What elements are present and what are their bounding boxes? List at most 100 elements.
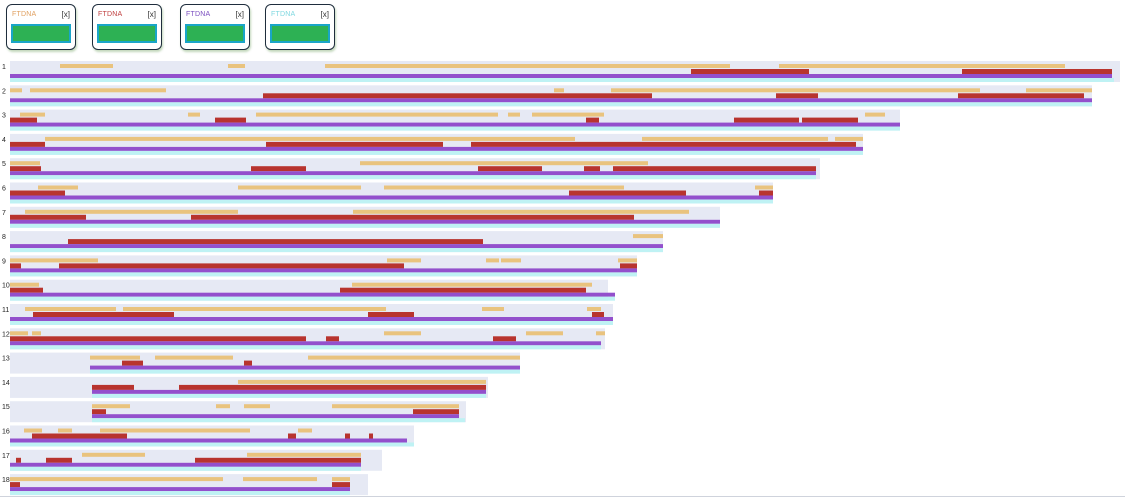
match-segment-a	[92, 404, 130, 409]
match-segment-a	[532, 112, 604, 117]
match-segment-a	[308, 355, 520, 360]
match-segment-a	[526, 331, 563, 336]
match-segment-b	[179, 384, 486, 390]
chromosome-label: 7	[2, 210, 6, 217]
kit-card-1[interactable]: FTDNA [x]	[6, 4, 76, 50]
match-segment-b	[584, 166, 600, 172]
match-segment-b	[92, 409, 106, 415]
match-segment-a	[360, 161, 648, 166]
match-segment-d	[10, 272, 637, 277]
match-segment-a	[25, 307, 116, 311]
match-segment-c	[10, 219, 720, 224]
match-segment-b	[10, 336, 306, 342]
match-segment-a	[10, 161, 40, 166]
match-segment-b	[368, 312, 414, 317]
match-segment-b	[46, 457, 72, 463]
match-segment-a	[384, 331, 421, 336]
chromosome-label: 8	[2, 234, 6, 241]
match-segment-d	[10, 491, 350, 496]
match-segment-c	[10, 146, 863, 151]
kit-card-label: FTDNA	[186, 11, 211, 18]
chromosome-label: 2	[2, 88, 6, 95]
match-segment-a	[60, 64, 113, 68]
match-segment-d	[10, 223, 720, 228]
match-segment-d	[10, 102, 1092, 107]
match-segment-b	[613, 166, 816, 172]
match-segment-b	[413, 409, 459, 415]
match-segment-b	[10, 166, 41, 172]
match-segment-c	[10, 438, 407, 443]
match-segment-a	[554, 88, 564, 93]
match-segment-b	[263, 93, 652, 99]
match-segment-b	[10, 287, 43, 293]
match-segment-a	[10, 331, 28, 336]
match-segment-d	[10, 150, 863, 155]
match-segment-a	[387, 258, 421, 263]
match-segment-a	[298, 428, 312, 433]
match-segment-b	[586, 117, 599, 123]
match-segment-d	[10, 78, 1114, 82]
match-segment-a	[155, 355, 233, 360]
chromosome-label: 11	[2, 307, 9, 314]
match-segment-a	[325, 64, 730, 68]
match-segment-a	[24, 428, 42, 433]
match-segment-a	[238, 379, 486, 384]
match-segment-b	[345, 433, 350, 439]
match-segment-d	[10, 466, 361, 471]
match-segment-a	[353, 209, 689, 214]
match-segment-b	[195, 457, 361, 463]
match-segment-a	[486, 258, 499, 263]
match-segment-a	[10, 88, 22, 93]
match-segment-a	[10, 477, 223, 482]
chromosome-label: 12	[2, 331, 10, 338]
match-segment-a	[256, 112, 498, 117]
match-segment-a	[228, 64, 245, 68]
close-icon[interactable]: [x]	[320, 10, 329, 19]
match-segment-b	[471, 141, 856, 147]
match-segment-b	[16, 457, 21, 463]
match-segment-a	[30, 88, 166, 93]
match-segment-b	[244, 360, 252, 366]
kit-card-3[interactable]: FTDNA [x]	[180, 4, 250, 50]
kit-card-2[interactable]: FTDNA [x]	[92, 4, 162, 50]
match-segment-b	[251, 166, 306, 172]
match-segment-a	[1026, 88, 1092, 93]
match-segment-a	[38, 185, 78, 190]
match-segment-b	[92, 384, 134, 390]
kit-card-4[interactable]: FTDNA [x]	[265, 4, 335, 50]
kit-card-label: FTDNA	[271, 11, 296, 18]
match-segment-b	[734, 117, 799, 123]
match-segment-b	[962, 69, 1112, 74]
match-segment-b	[33, 312, 174, 317]
match-segment-a	[188, 112, 200, 117]
match-segment-a	[216, 404, 230, 409]
match-segment-a	[587, 307, 601, 311]
match-segment-a	[243, 477, 317, 482]
match-segment-c	[10, 74, 1112, 78]
match-segment-b	[958, 93, 1084, 99]
match-segment-a	[10, 282, 39, 287]
match-segment-d	[10, 248, 663, 253]
match-segment-a	[45, 136, 575, 141]
match-segment-c	[10, 98, 1092, 103]
match-segment-b	[569, 190, 686, 196]
chromosome-label: 18	[2, 477, 10, 484]
match-segment-d	[10, 296, 615, 301]
close-icon[interactable]: [x]	[235, 10, 244, 19]
match-segment-d	[92, 418, 465, 423]
match-segment-a	[123, 307, 386, 311]
close-icon[interactable]: [x]	[147, 10, 156, 19]
match-segment-a	[100, 428, 250, 433]
match-segment-c	[10, 122, 900, 127]
match-segment-a	[82, 452, 145, 457]
match-segment-b	[759, 190, 773, 196]
match-segment-b	[10, 482, 20, 488]
close-icon[interactable]: [x]	[61, 10, 70, 19]
match-segment-d	[90, 369, 520, 374]
match-segment-b	[122, 360, 143, 366]
match-segment-a	[611, 88, 980, 93]
kit-color-swatch	[270, 24, 330, 43]
match-segment-b	[802, 117, 858, 123]
match-segment-a	[596, 331, 605, 336]
chromosome-label: 5	[2, 161, 6, 168]
